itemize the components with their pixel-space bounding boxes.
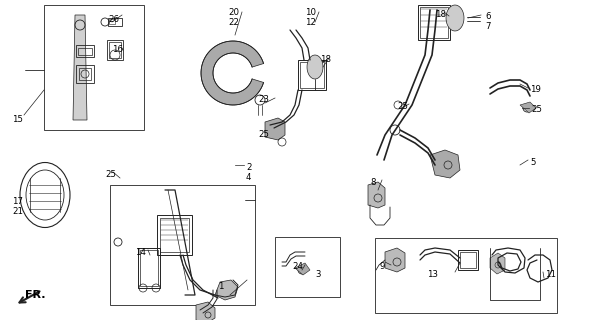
Text: 15: 15	[12, 115, 23, 124]
Bar	[140, 250, 158, 286]
Bar	[109, 42, 121, 58]
Text: 25: 25	[397, 102, 408, 111]
Text: 6: 6	[485, 12, 491, 21]
Text: 13: 13	[427, 270, 438, 279]
Polygon shape	[215, 280, 238, 300]
Text: 23: 23	[258, 95, 269, 104]
Text: 10: 10	[305, 8, 316, 17]
Bar	[78, 48, 92, 55]
Text: 26: 26	[108, 15, 119, 24]
Bar	[300, 62, 324, 88]
Text: 9: 9	[380, 262, 386, 271]
Polygon shape	[201, 41, 263, 105]
Text: 25: 25	[531, 105, 542, 114]
Text: 11: 11	[545, 270, 556, 279]
Bar	[44, 5, 144, 130]
Text: 2: 2	[246, 163, 252, 172]
Text: 20: 20	[228, 8, 239, 17]
Text: FR.: FR.	[25, 290, 45, 300]
Polygon shape	[73, 15, 87, 120]
Text: 3: 3	[315, 270, 321, 279]
Polygon shape	[430, 150, 460, 178]
Polygon shape	[307, 55, 323, 79]
Text: 4: 4	[246, 173, 252, 182]
Text: 19: 19	[530, 85, 541, 94]
Bar	[375, 238, 557, 313]
Polygon shape	[385, 248, 405, 272]
Polygon shape	[368, 182, 385, 208]
Bar	[108, 18, 122, 26]
Bar	[138, 248, 160, 288]
Polygon shape	[520, 102, 536, 113]
Text: 8: 8	[370, 178, 375, 187]
Bar	[107, 40, 123, 60]
Text: 21: 21	[12, 207, 23, 216]
Text: 14: 14	[135, 248, 146, 257]
Text: 18: 18	[435, 10, 446, 19]
Polygon shape	[490, 253, 505, 274]
Text: 5: 5	[530, 158, 535, 167]
Bar	[458, 250, 478, 270]
Bar	[420, 7, 448, 38]
Bar	[157, 215, 192, 255]
Text: 7: 7	[485, 22, 491, 31]
Text: 25: 25	[105, 170, 116, 179]
Text: 18: 18	[320, 55, 331, 64]
Text: 17: 17	[12, 197, 23, 206]
Bar	[275, 237, 340, 297]
Text: 24: 24	[292, 262, 303, 271]
Text: 12: 12	[305, 18, 316, 27]
Bar	[160, 218, 189, 252]
Bar	[76, 65, 94, 83]
Bar	[110, 185, 255, 305]
Bar	[418, 5, 450, 40]
Bar	[79, 68, 91, 80]
Polygon shape	[446, 5, 464, 31]
Text: 1: 1	[218, 282, 224, 291]
Bar	[460, 252, 476, 268]
Polygon shape	[265, 118, 285, 140]
Text: 25: 25	[258, 130, 269, 139]
Text: 16: 16	[112, 45, 123, 54]
Bar	[298, 60, 326, 90]
Polygon shape	[295, 263, 310, 275]
Bar	[76, 45, 94, 57]
Bar	[109, 19, 115, 24]
Polygon shape	[196, 302, 215, 320]
Text: 22: 22	[228, 18, 239, 27]
